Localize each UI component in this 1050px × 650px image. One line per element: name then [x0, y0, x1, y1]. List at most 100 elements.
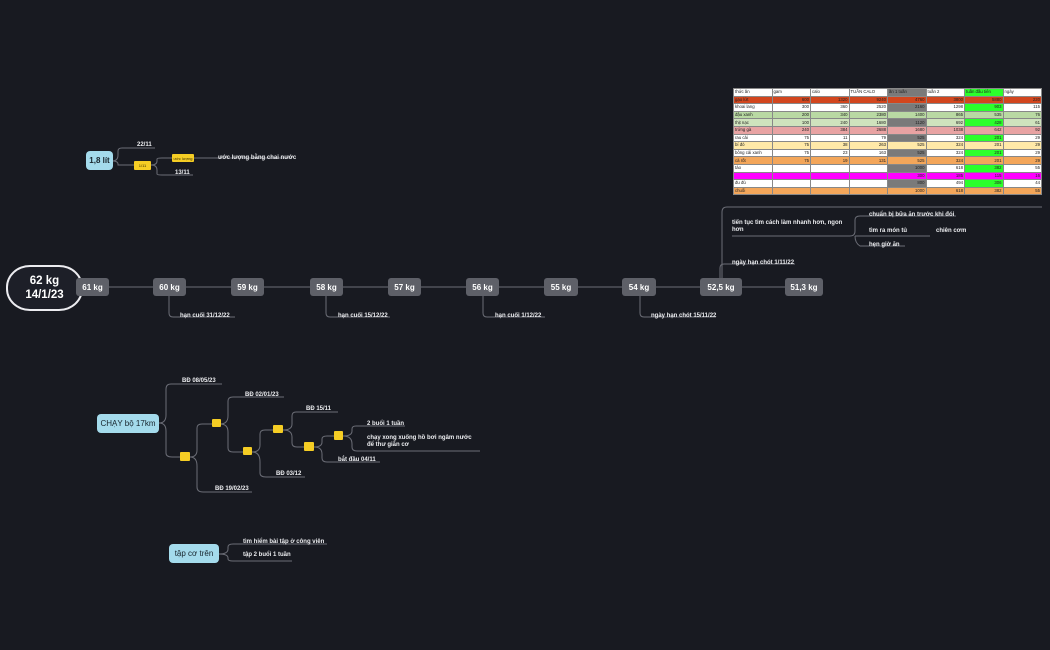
food-table-cell[interactable]: đu đủ [733, 179, 773, 188]
food-table-cell[interactable]: 2520 [848, 103, 888, 112]
food-table-cell[interactable]: 1320 [810, 95, 850, 105]
food-table-cell[interactable]: thịt nạc [733, 118, 773, 127]
food-table-cell[interactable]: tuần 2 [925, 88, 965, 97]
water-chip[interactable]: 1/11 [134, 161, 151, 170]
food-table-cell[interactable]: TUẦN CALO [848, 88, 888, 97]
upper-park-note[interactable]: tìm hiểm bài tập ở công viên [243, 539, 325, 545]
food-table-cell[interactable] [771, 171, 811, 181]
food-table-cell[interactable]: ngày [1002, 88, 1042, 97]
food-table-cell[interactable]: 29 [1002, 141, 1042, 150]
food-table-cell[interactable]: 494 [925, 179, 965, 188]
w525-sub-signature[interactable]: tìm ra món tủ [869, 228, 908, 234]
food-table-cell[interactable]: 324 [925, 156, 965, 165]
food-table-cell[interactable]: 200 [771, 110, 811, 120]
food-table-cell[interactable]: 9240 [848, 95, 888, 105]
water-estimate-chip[interactable]: ước lượng [172, 154, 194, 162]
food-table-cell[interactable]: 340 [810, 110, 850, 120]
run-start-3[interactable]: BĐ 15/11 [306, 406, 332, 412]
weight-node[interactable]: 51,3 kg [785, 278, 823, 296]
food-table-cell[interactable] [810, 171, 850, 181]
food-table-cell[interactable]: 384 [810, 125, 850, 135]
food-table-cell[interactable]: rau cải [733, 133, 773, 143]
root-node[interactable]: 62 kg 14/1/23 [6, 265, 83, 311]
food-table-cell[interactable]: trứng gà [733, 125, 773, 135]
upper-frequency[interactable]: tập 2 buổi 1 tuần [243, 552, 291, 558]
food-table-cell[interactable]: bí đỏ [733, 141, 773, 150]
run-start-2[interactable]: BĐ 02/01/23 [245, 392, 279, 398]
food-table-cell[interactable] [848, 179, 888, 188]
food-table-cell[interactable]: 1120 [887, 118, 927, 127]
food-table-cell[interactable]: 360 [810, 103, 850, 112]
food-table-cell[interactable]: khoai lang [733, 103, 773, 112]
food-table-cell[interactable]: 525 [887, 156, 927, 165]
food-table-cell[interactable]: 38 [810, 141, 850, 150]
food-table-cell[interactable]: táo [733, 163, 773, 173]
run-chip[interactable] [334, 431, 343, 440]
food-table-cell[interactable]: 382 [964, 163, 1004, 173]
food-table-cell[interactable]: 201 [964, 133, 1004, 143]
food-table-cell[interactable]: 19 [810, 156, 850, 165]
run-chip[interactable] [304, 442, 314, 451]
w525-sub-prepare[interactable]: chuẩn bị bữa ăn trước khi đói [869, 212, 955, 218]
deadline-label[interactable]: hạn cuối 31/12/22 [180, 313, 230, 319]
food-table-cell[interactable]: 2380 [848, 110, 888, 120]
food-table-cell[interactable]: gam [771, 88, 811, 97]
food-table-cell[interactable]: gạo lứt [733, 95, 773, 105]
food-table-cell[interactable]: 324 [925, 148, 965, 158]
weight-node[interactable]: 61 kg [76, 278, 109, 296]
food-table-cell[interactable]: 300 [771, 103, 811, 112]
food-table-cell[interactable]: 115 [964, 171, 1004, 181]
run-frequency[interactable]: 2 buổi 1 tuần [367, 421, 405, 427]
food-table-cell[interactable]: 201 [964, 156, 1004, 165]
w525-sub-friedrice[interactable]: chiên cơm [936, 228, 967, 234]
food-table-cell[interactable]: 201 [964, 141, 1004, 150]
food-table-cell[interactable]: 29 [1002, 156, 1042, 165]
upper-body-node[interactable]: tập cơ trên [169, 544, 219, 563]
weight-node[interactable]: 59 kg [231, 278, 264, 296]
food-table-cell[interactable]: 692 [925, 118, 965, 127]
weight-node[interactable]: 56 kg [466, 278, 499, 296]
food-table-cell[interactable]: 92 [1002, 125, 1042, 135]
food-table-cell[interactable]: 800 [887, 179, 927, 188]
food-table-cell[interactable]: 163 [848, 148, 888, 158]
food-table-cell[interactable]: 4760 [887, 95, 927, 105]
run-start-4[interactable]: BĐ 03/12 [276, 471, 302, 477]
run-begin-date[interactable]: bắt đầu 04/11 [338, 457, 376, 463]
run-recovery-note[interactable]: chạy xong xuống hồ bơi ngâm nước để thư … [367, 435, 472, 448]
food-table-cell[interactable]: 1680 [848, 118, 888, 127]
food-table-cell[interactable]: 2688 [848, 125, 888, 135]
food-table-cell[interactable]: 11 [810, 133, 850, 143]
food-table-cell[interactable]: 75 [771, 156, 811, 165]
water-date-1[interactable]: 22/11 [137, 142, 152, 148]
food-table-cell[interactable]: 1000 [887, 163, 927, 173]
food-table-cell[interactable]: 324 [925, 133, 965, 143]
food-table-cell[interactable]: 23 [810, 148, 850, 158]
run-node[interactable]: CHẠY bộ 17km [97, 414, 159, 433]
food-table-cell[interactable]: 1038 [925, 125, 965, 135]
deadline-label[interactable]: hạn cuối 15/12/22 [338, 313, 388, 319]
food-table-cell[interactable]: 306 [964, 179, 1004, 188]
food-table-cell[interactable] [810, 179, 850, 188]
food-table-cell[interactable]: 525 [887, 133, 927, 143]
food-table-cell[interactable]: 324 [925, 141, 965, 150]
weight-node[interactable]: 54 kg [622, 278, 656, 296]
food-table-cell[interactable]: 240 [771, 125, 811, 135]
food-table-cell[interactable]: thức ăn [733, 88, 773, 97]
food-table-cell[interactable]: 382 [964, 186, 1004, 196]
food-table-cell[interactable]: 29 [1002, 148, 1042, 158]
food-table-cell[interactable]: cà rốt [733, 156, 773, 165]
food-table-cell[interactable]: 618 [925, 163, 965, 173]
food-table-cell[interactable]: 115 [1002, 103, 1042, 112]
w525-deadline[interactable]: ngày hạn chót 1/11/22 [732, 260, 795, 266]
run-chip[interactable] [180, 452, 190, 461]
food-table-cell[interactable]: tuần đầu tiên [964, 88, 1004, 97]
food-table-cell[interactable]: 1400 [887, 110, 927, 120]
food-table-cell[interactable]: 600 [771, 95, 811, 105]
food-table-cell[interactable]: 240 [810, 118, 850, 127]
weight-node[interactable]: 52,5 kg [700, 278, 742, 296]
food-table-cell[interactable]: 201 [964, 148, 1004, 158]
food-table-cell[interactable]: 76 [1002, 110, 1042, 120]
food-table-cell[interactable]: 618 [925, 186, 965, 196]
food-table-cell[interactable]: calo [810, 88, 850, 97]
food-table-cell[interactable]: 79 [848, 133, 888, 143]
